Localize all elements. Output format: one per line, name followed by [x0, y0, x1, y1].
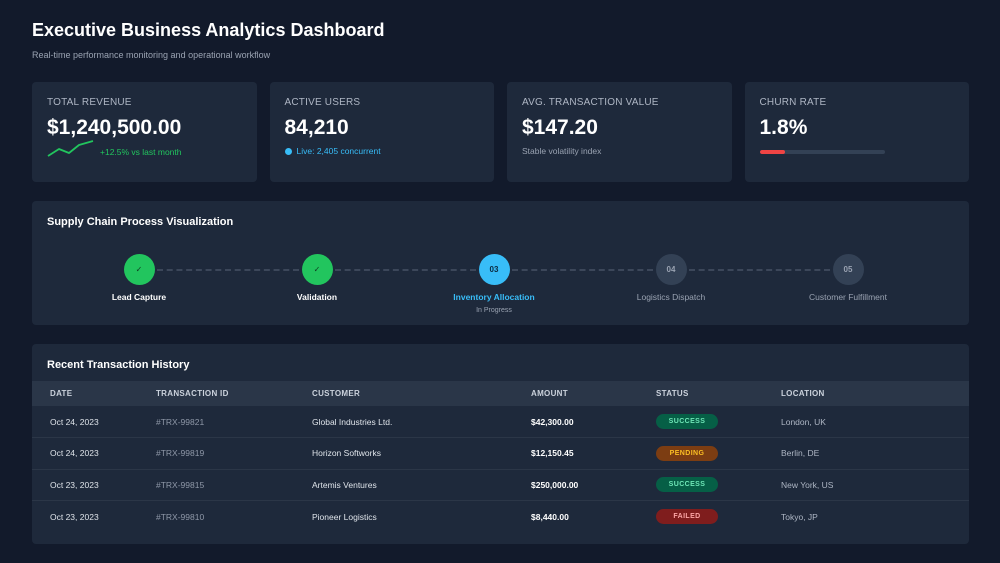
kpi-card-total-revenue: TOTAL REVENUE $1,240,500.00 +12.5% vs la…	[32, 82, 257, 182]
amount-cell: $42,300.00	[531, 416, 574, 427]
kpi-sub-text: Live: 2,405 concurrent	[296, 146, 381, 156]
step-status: In Progress	[476, 307, 512, 314]
status-cell: SUCCESS	[638, 406, 763, 438]
kpi-card-active-users: ACTIVE USERS 84,210 Live: 2,405 concurre…	[269, 82, 494, 182]
check-icon: ✓	[123, 254, 155, 285]
check-icon: ✓	[301, 254, 333, 285]
churn-progress-bar	[759, 150, 885, 154]
transaction-id-cell: #TRX-99819	[156, 448, 205, 459]
trend-up-icon	[47, 140, 94, 157]
process-steps: ✓ Lead Capture ✓ Validation 03 Inventory Allo…	[32, 254, 969, 324]
step-connector	[689, 269, 830, 271]
step-label: Customer Fulfillment	[809, 292, 887, 302]
kpi-value: 1.8%	[759, 116, 808, 139]
kpi-value: $1,240,500.00	[47, 116, 182, 139]
section-title: Recent Transaction History	[47, 359, 190, 371]
date-cell: Oct 23, 2023	[50, 511, 99, 522]
kpi-label: ACTIVE USERS	[284, 97, 361, 108]
column-header[interactable]: TRANSACTION ID	[156, 389, 229, 398]
step-label: Logistics Dispatch	[636, 292, 706, 302]
location-cell: Tokyo, JP	[781, 511, 818, 522]
step-number: 05	[832, 254, 864, 285]
table-body: Oct 24, 2023 #TRX-99821 Global Industries …	[32, 406, 969, 532]
amount-cell: $250,000.00	[531, 479, 579, 490]
amount-cell: $12,150.45	[531, 448, 574, 459]
process-step[interactable]: ✓ Validation	[247, 254, 387, 302]
transaction-history-panel: Recent Transaction History DATE TRANSACTI…	[32, 344, 969, 544]
location-cell: New York, US	[781, 479, 834, 490]
customer-cell: Pioneer Logistics	[312, 511, 377, 522]
kpi-sub-row: Live: 2,405 concurrent	[284, 146, 480, 156]
kpi-row: TOTAL REVENUE $1,240,500.00 +12.5% vs la…	[32, 82, 969, 182]
date-cell: Oct 24, 2023	[50, 416, 99, 427]
table-row[interactable]: Oct 24, 2023 #TRX-99821 Global Industries …	[32, 406, 969, 438]
table-header-row: DATE TRANSACTION ID CUSTOMER AMOUNT STATUS LO…	[32, 381, 969, 406]
step-label: Inventory Allocation	[453, 292, 535, 302]
kpi-sub-text: +12.5% vs last month	[100, 147, 182, 157]
customer-cell: Artemis Ventures	[312, 479, 377, 490]
column-header[interactable]: DATE	[50, 389, 73, 398]
table-row[interactable]: Oct 23, 2023 #TRX-99810 Pioneer Logistics $…	[32, 501, 969, 533]
table-row[interactable]: Oct 23, 2023 #TRX-99815 Artemis Ventures $2…	[32, 469, 969, 501]
transaction-table: DATE TRANSACTION ID CUSTOMER AMOUNT STATUS LO…	[32, 381, 969, 532]
step-connector	[157, 269, 299, 271]
date-cell: Oct 23, 2023	[50, 479, 99, 490]
kpi-sub-text: Stable volatility index	[522, 146, 602, 156]
step-number: 03	[478, 254, 510, 285]
status-badge: PENDING	[656, 445, 718, 461]
dashboard-header: Executive Business Analytics Dashboard R…	[32, 20, 384, 60]
status-badge: FAILED	[656, 509, 718, 524]
amount-cell: $8,440.00	[531, 511, 569, 522]
process-step[interactable]: 04 Logistics Dispatch	[601, 254, 741, 302]
process-step[interactable]: ✓ Lead Capture	[69, 254, 209, 302]
supply-chain-panel: Supply Chain Process Visualization ✓ Lead…	[32, 201, 969, 325]
churn-progress-fill	[759, 150, 785, 154]
kpi-label: CHURN RATE	[759, 97, 827, 108]
section-title: Supply Chain Process Visualization	[47, 216, 234, 228]
transaction-id-cell: #TRX-99821	[156, 416, 205, 427]
status-badge: SUCCESS	[656, 414, 718, 429]
step-number: 04	[655, 254, 687, 285]
process-step[interactable]: 03 Inventory Allocation In Progress	[424, 254, 564, 314]
kpi-value: $147.20	[522, 116, 598, 139]
date-cell: Oct 24, 2023	[50, 448, 99, 459]
step-label: Lead Capture	[111, 292, 167, 302]
kpi-sub-row: Stable volatility index	[522, 146, 717, 156]
status-cell: PENDING	[638, 438, 763, 470]
transaction-id-cell: #TRX-99815	[156, 479, 205, 490]
live-dot-icon	[284, 147, 292, 155]
location-cell: Berlin, DE	[781, 448, 820, 459]
step-connector	[335, 269, 476, 271]
column-header[interactable]: LOCATION	[781, 389, 825, 398]
status-cell: SUCCESS	[638, 469, 763, 501]
customer-cell: Horizon Softworks	[312, 448, 381, 459]
table-row[interactable]: Oct 24, 2023 #TRX-99819 Horizon Softworks $…	[32, 438, 969, 470]
column-header[interactable]: CUSTOMER	[312, 389, 361, 398]
customer-cell: Global Industries Ltd.	[312, 416, 393, 427]
kpi-label: AVG. TRANSACTION VALUE	[522, 97, 659, 108]
column-header[interactable]: AMOUNT	[531, 389, 568, 398]
status-cell: FAILED	[638, 501, 763, 533]
kpi-label: TOTAL REVENUE	[47, 97, 132, 108]
step-label: Validation	[296, 292, 338, 302]
location-cell: London, UK	[781, 416, 826, 427]
page-subtitle: Real-time performance monitoring and ope…	[32, 50, 271, 60]
kpi-value: 84,210	[284, 116, 349, 139]
page-title: Executive Business Analytics Dashboard	[32, 20, 385, 40]
kpi-card-avg-transaction: AVG. TRANSACTION VALUE $147.20 Stable vo…	[507, 82, 732, 182]
column-header[interactable]: STATUS	[656, 389, 689, 398]
kpi-card-churn-rate: CHURN RATE 1.8%	[744, 82, 969, 182]
process-step[interactable]: 05 Customer Fulfillment	[778, 254, 918, 302]
kpi-sub-row: +12.5% vs last month	[47, 140, 242, 158]
step-connector	[512, 269, 653, 271]
status-badge: SUCCESS	[656, 477, 718, 493]
transaction-id-cell: #TRX-99810	[156, 511, 205, 522]
